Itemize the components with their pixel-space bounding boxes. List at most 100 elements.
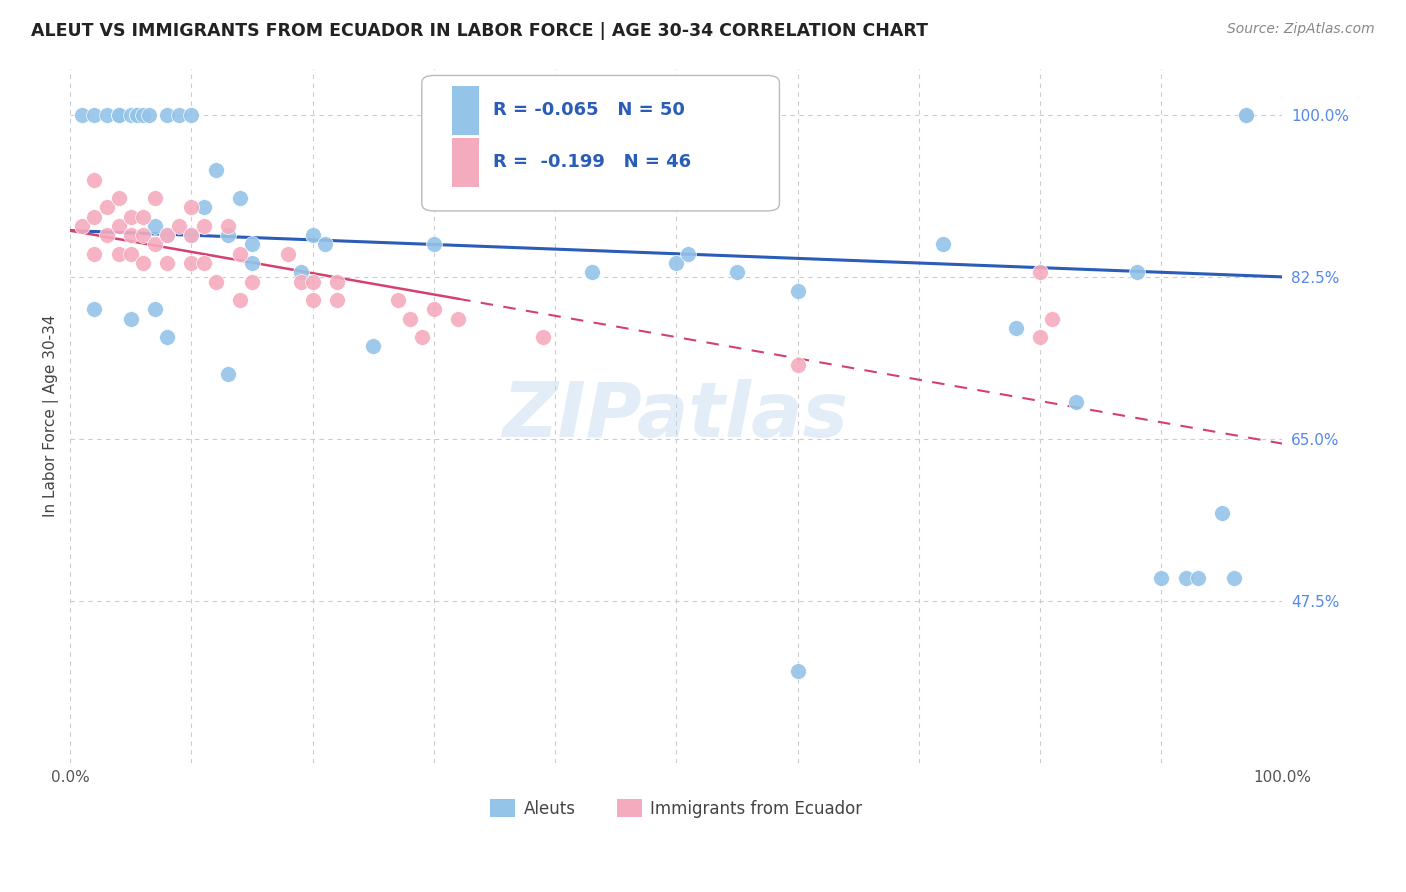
Point — [1150, 571, 1173, 585]
Point — [156, 330, 179, 344]
Point — [1126, 265, 1149, 279]
Point — [156, 108, 179, 122]
Point — [96, 201, 118, 215]
Point — [143, 302, 166, 317]
Point — [314, 237, 336, 252]
Text: Source: ZipAtlas.com: Source: ZipAtlas.com — [1227, 22, 1375, 37]
Point — [138, 108, 160, 122]
Point — [1040, 311, 1063, 326]
Point — [240, 275, 263, 289]
Point — [107, 108, 129, 122]
Point — [290, 275, 312, 289]
Point — [447, 311, 470, 326]
Point — [326, 275, 349, 289]
Point — [277, 246, 299, 260]
Point — [411, 330, 433, 344]
Point — [143, 219, 166, 233]
Point — [1234, 108, 1257, 122]
Point — [132, 108, 155, 122]
Point — [1029, 330, 1052, 344]
Legend: Aleuts, Immigrants from Ecuador: Aleuts, Immigrants from Ecuador — [484, 793, 869, 824]
Point — [132, 256, 155, 270]
Point — [1174, 571, 1197, 585]
Point — [665, 256, 688, 270]
Point — [193, 219, 215, 233]
Point — [423, 302, 446, 317]
Point — [290, 265, 312, 279]
Point — [156, 228, 179, 243]
Point — [193, 201, 215, 215]
Point — [132, 210, 155, 224]
Point — [107, 108, 129, 122]
Point — [180, 228, 202, 243]
Point — [180, 201, 202, 215]
Point — [217, 228, 239, 243]
Point — [1187, 571, 1209, 585]
FancyBboxPatch shape — [453, 138, 479, 186]
Point — [143, 191, 166, 205]
Point — [120, 311, 142, 326]
Point — [581, 265, 603, 279]
Text: R = -0.065   N = 50: R = -0.065 N = 50 — [494, 101, 685, 120]
Y-axis label: In Labor Force | Age 30-34: In Labor Force | Age 30-34 — [44, 315, 59, 517]
Point — [786, 358, 808, 372]
Text: R =  -0.199   N = 46: R = -0.199 N = 46 — [494, 153, 692, 171]
Point — [143, 237, 166, 252]
Point — [1029, 265, 1052, 279]
Point — [132, 228, 155, 243]
Point — [107, 219, 129, 233]
Point — [363, 339, 385, 353]
Point — [932, 237, 955, 252]
Point — [72, 219, 94, 233]
Point — [1223, 571, 1246, 585]
Point — [423, 237, 446, 252]
Point — [387, 293, 409, 307]
Point — [240, 237, 263, 252]
Point — [83, 108, 105, 122]
Point — [301, 293, 323, 307]
Point — [96, 108, 118, 122]
Point — [107, 108, 129, 122]
Point — [156, 228, 179, 243]
Point — [156, 256, 179, 270]
Text: ZIPatlas: ZIPatlas — [503, 379, 849, 453]
Text: ALEUT VS IMMIGRANTS FROM ECUADOR IN LABOR FORCE | AGE 30-34 CORRELATION CHART: ALEUT VS IMMIGRANTS FROM ECUADOR IN LABO… — [31, 22, 928, 40]
FancyBboxPatch shape — [453, 86, 479, 135]
Point — [1004, 321, 1026, 335]
Point — [398, 311, 420, 326]
Point — [301, 275, 323, 289]
Point — [326, 293, 349, 307]
Point — [83, 210, 105, 224]
Point — [229, 246, 252, 260]
Point — [180, 256, 202, 270]
Point — [180, 108, 202, 122]
Point — [107, 246, 129, 260]
Point — [1211, 506, 1233, 520]
Point — [107, 191, 129, 205]
Point — [229, 293, 252, 307]
Point — [120, 210, 142, 224]
Point — [120, 246, 142, 260]
Point — [204, 163, 226, 178]
Point — [217, 367, 239, 381]
Point — [83, 172, 105, 186]
Point — [678, 246, 700, 260]
Point — [96, 228, 118, 243]
Point — [83, 246, 105, 260]
Point — [786, 664, 808, 678]
FancyBboxPatch shape — [422, 76, 779, 211]
Point — [169, 108, 191, 122]
Point — [120, 228, 142, 243]
Point — [120, 108, 142, 122]
Point — [72, 108, 94, 122]
Point — [169, 219, 191, 233]
Point — [83, 302, 105, 317]
Point — [301, 228, 323, 243]
Point — [1234, 108, 1257, 122]
Point — [125, 108, 148, 122]
Point — [180, 228, 202, 243]
Point — [531, 330, 554, 344]
Point — [125, 108, 148, 122]
Point — [204, 275, 226, 289]
Point — [193, 256, 215, 270]
